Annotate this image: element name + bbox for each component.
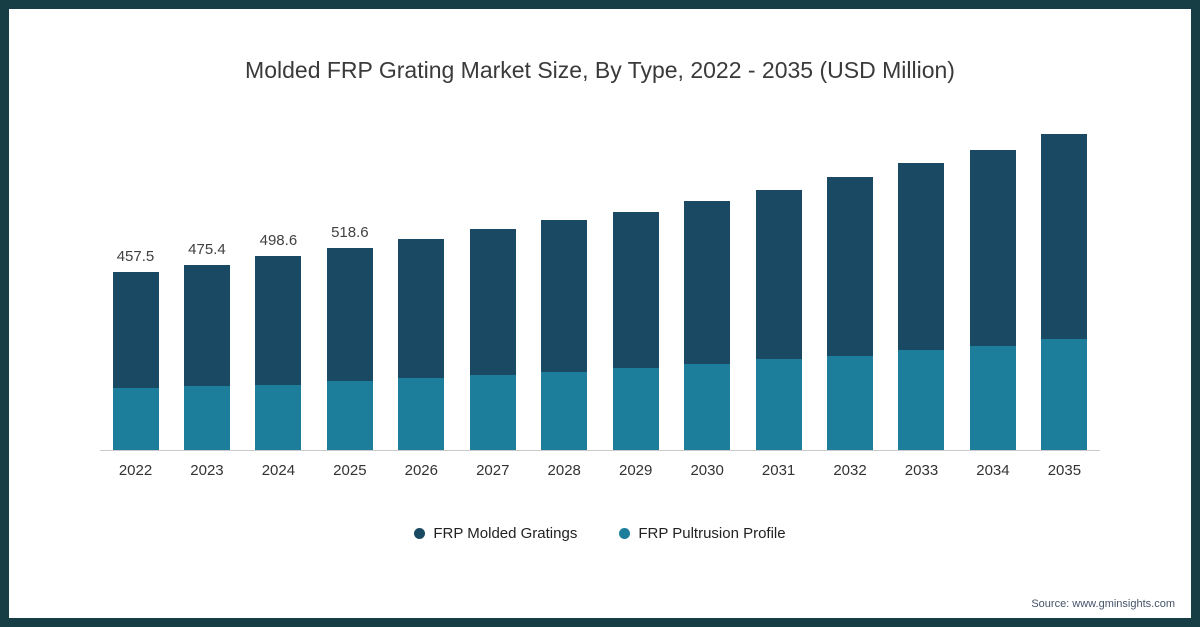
- bar-segment-frp-molded-gratings: [1041, 134, 1088, 340]
- bar-stack: [469, 229, 516, 450]
- bar-segment-frp-molded-gratings: [684, 201, 731, 364]
- x-axis-tick-label: 2032: [833, 462, 867, 479]
- bar-column: [386, 239, 457, 450]
- bar-stack: [112, 272, 159, 450]
- bar-segment-frp-molded-gratings: [469, 229, 516, 375]
- bar-segment-frp-pultrusion-profile: [898, 350, 945, 450]
- source-attribution: Source: www.gminsights.com: [1031, 598, 1175, 610]
- bar-stack: [755, 190, 802, 450]
- x-axis-tick-label: 2027: [476, 462, 510, 479]
- x-axis-tick-label: 2035: [1047, 462, 1082, 479]
- bar-segment-frp-pultrusion-profile: [684, 364, 731, 450]
- bar-segment-frp-pultrusion-profile: [755, 359, 802, 450]
- bar-column: [815, 177, 886, 450]
- bar-column: 457.5: [100, 248, 171, 450]
- bar-segment-frp-pultrusion-profile: [827, 355, 874, 450]
- bar-column: [457, 229, 528, 450]
- legend-item-frp-pultrusion-profile: FRP Pultrusion Profile: [619, 525, 786, 542]
- bar-stack: [398, 239, 445, 450]
- legend: FRP Molded Gratings FRP Pultrusion Profil…: [9, 525, 1191, 542]
- x-axis-tick-label: 2031: [761, 462, 796, 479]
- bar-segment-frp-molded-gratings: [969, 150, 1016, 347]
- bar-stack: [1041, 134, 1088, 450]
- bar-segment-frp-pultrusion-profile: [612, 367, 659, 450]
- bar-column: 518.6: [314, 224, 385, 450]
- bar-segment-frp-pultrusion-profile: [326, 381, 373, 450]
- bar-segment-frp-molded-gratings: [541, 220, 588, 373]
- x-axis-tick-label: 2028: [547, 462, 581, 479]
- bar-stack: [898, 163, 945, 450]
- bar-segment-frp-molded-gratings: [398, 239, 445, 378]
- bar-stack: [827, 177, 874, 450]
- bar-stack: [541, 220, 588, 450]
- plot-area: 457.5 475.4 498.6 518.6: [100, 99, 1100, 451]
- legend-label: FRP Molded Gratings: [433, 525, 578, 542]
- x-axis-tick-label: 2030: [690, 462, 724, 479]
- bar-segment-frp-pultrusion-profile: [541, 372, 588, 450]
- bar-data-label: 457.5: [116, 248, 155, 266]
- legend-dot-icon: [619, 528, 631, 539]
- bar-column: [743, 190, 814, 450]
- bar-segment-frp-pultrusion-profile: [255, 384, 302, 450]
- x-axis-tick-label: 2023: [190, 462, 224, 479]
- bar-column: 475.4: [171, 241, 242, 450]
- bar-data-label: 498.6: [259, 232, 298, 250]
- bar-segment-frp-pultrusion-profile: [1041, 339, 1088, 450]
- bar-segment-frp-molded-gratings: [112, 272, 159, 388]
- bar-column: [529, 220, 600, 450]
- x-axis-tick-label: 2033: [904, 462, 939, 479]
- bar-stack: [183, 265, 230, 450]
- bar-column: [672, 201, 743, 450]
- bar-column: [600, 211, 671, 450]
- bar-segment-frp-molded-gratings: [755, 190, 802, 359]
- bar-segment-frp-pultrusion-profile: [183, 385, 230, 450]
- bar-stack: [326, 248, 373, 450]
- x-axis-labels: 2022 2023 2024 2025 2026 2027 2028 2029 2030 2031…: [100, 451, 1100, 479]
- bar-stack: [612, 211, 659, 450]
- bar-segment-frp-pultrusion-profile: [112, 387, 159, 450]
- bar-segment-frp-molded-gratings: [898, 163, 945, 350]
- chart-title: Molded FRP Grating Market Size, By Type,…: [245, 57, 955, 83]
- bar-segment-frp-molded-gratings: [326, 248, 373, 382]
- legend-label: FRP Pultrusion Profile: [638, 525, 786, 542]
- bar-data-label: 518.6: [331, 224, 369, 242]
- bar-segment-frp-pultrusion-profile: [969, 346, 1016, 450]
- bar-data-label: 475.4: [188, 241, 226, 259]
- bar-stack: [684, 201, 731, 450]
- bar-segment-frp-molded-gratings: [183, 265, 230, 386]
- bar-segment-frp-molded-gratings: [612, 211, 659, 368]
- bar-column: [886, 163, 957, 450]
- bar-segment-frp-molded-gratings: [827, 177, 874, 356]
- x-axis-tick-label: 2029: [618, 462, 653, 479]
- x-axis-tick-label: 2024: [261, 462, 296, 479]
- bar-column: 498.6: [243, 232, 314, 450]
- x-axis-tick-label: 2022: [118, 462, 153, 479]
- bar-segment-frp-molded-gratings: [255, 256, 302, 385]
- bar-segment-frp-pultrusion-profile: [469, 374, 516, 450]
- x-axis-tick-label: 2025: [333, 462, 367, 479]
- x-axis-tick-label: 2034: [976, 462, 1010, 479]
- x-axis-tick-label: 2026: [404, 462, 438, 479]
- bar-segment-frp-pultrusion-profile: [398, 378, 445, 450]
- legend-dot-icon: [414, 528, 426, 539]
- bar-stack: [255, 256, 302, 450]
- bar-column: [957, 150, 1028, 450]
- bar-column: [1029, 134, 1100, 450]
- bar-stack: [969, 150, 1016, 450]
- legend-item-frp-molded-gratings: FRP Molded Gratings: [414, 525, 577, 542]
